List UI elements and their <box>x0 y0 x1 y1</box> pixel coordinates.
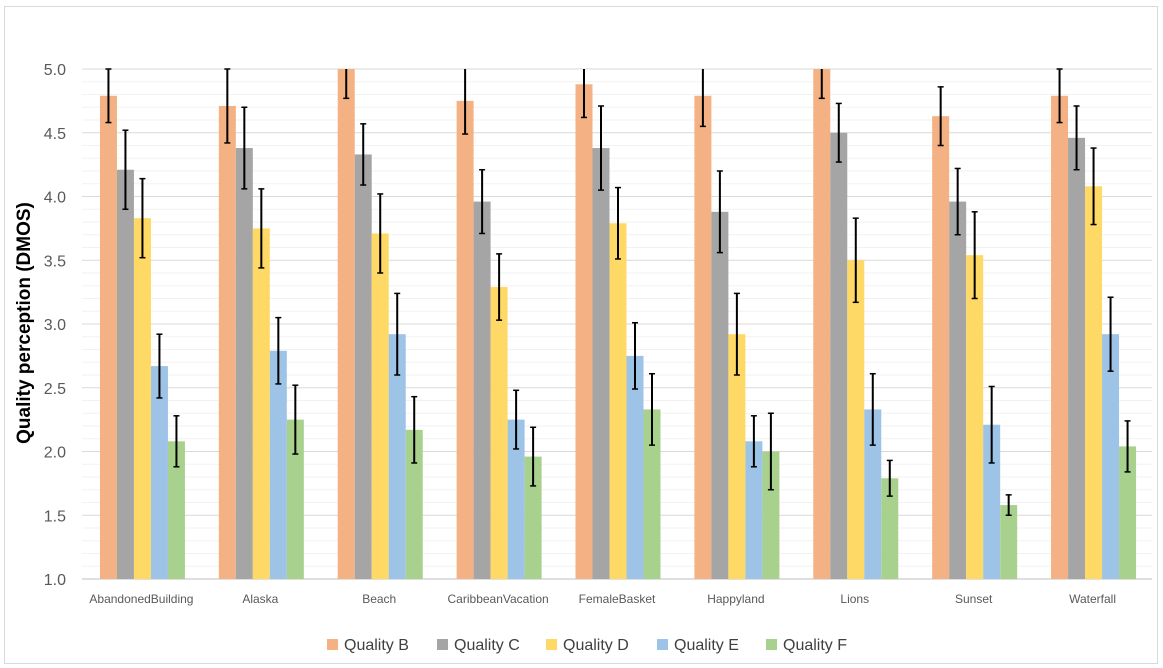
y-tick-label: 5.0 <box>44 62 66 79</box>
bar <box>932 116 950 580</box>
legend-swatch <box>766 639 777 650</box>
y-tick-label: 3.0 <box>44 317 66 334</box>
bar <box>524 456 542 579</box>
bar <box>847 260 865 579</box>
bar <box>371 233 389 579</box>
bar <box>507 419 525 579</box>
bar <box>949 201 967 579</box>
legend-label: Quality C <box>454 637 520 654</box>
x-category-label: FemaleBasket <box>579 592 656 606</box>
bar <box>575 84 593 580</box>
bar <box>490 287 508 579</box>
legend-label: Quality E <box>674 637 739 654</box>
bar <box>116 169 134 579</box>
bar <box>167 441 185 579</box>
legend-swatch <box>327 639 338 650</box>
y-tick-label: 4.0 <box>44 190 66 207</box>
bar <box>1102 334 1120 579</box>
x-axis-categories: AbandonedBuilding Alaska Beach CaribbeanVac… <box>89 592 1116 606</box>
y-axis-title: Quality perception (DMOS) <box>14 202 35 444</box>
bar <box>626 355 644 579</box>
bar <box>1119 446 1137 579</box>
y-tick-label: 2.5 <box>44 381 66 398</box>
bar <box>762 451 780 579</box>
chart-frame <box>4 6 1158 664</box>
bar <box>218 105 236 579</box>
bar <box>388 334 406 579</box>
y-tick-label: 1.0 <box>44 572 66 589</box>
x-category-label: Beach <box>362 592 396 606</box>
legend-label: Quality F <box>783 637 847 654</box>
bar <box>354 154 372 580</box>
bar <box>99 95 117 580</box>
bar <box>456 100 474 579</box>
legend-swatch <box>657 639 668 650</box>
bar <box>235 148 253 580</box>
x-category-label: Sunset <box>955 592 993 606</box>
bar <box>813 69 831 579</box>
y-tick-label: 1.5 <box>44 508 66 525</box>
bar <box>252 228 270 579</box>
y-tick-label: 4.5 <box>44 126 66 143</box>
legend-swatch <box>437 639 448 650</box>
bar <box>150 366 168 579</box>
bar <box>269 350 287 579</box>
bar <box>830 132 848 579</box>
bars <box>99 69 1137 580</box>
y-tick-label: 2.0 <box>44 445 66 462</box>
legend-label: Quality B <box>344 637 409 654</box>
y-tick-label: 3.5 <box>44 253 66 270</box>
bar <box>728 334 746 579</box>
legend-label: Quality D <box>563 637 629 654</box>
bar <box>1068 137 1086 579</box>
bar <box>745 441 763 579</box>
bar <box>694 95 712 580</box>
bar <box>966 255 984 579</box>
legend: Quality B Quality C Quality D Quality E Qual… <box>327 637 847 654</box>
x-category-label: Waterfall <box>1069 592 1116 606</box>
legend-swatch <box>546 639 557 650</box>
x-category-label: Happyland <box>707 592 764 606</box>
x-category-label: AbandonedBuilding <box>89 592 193 606</box>
bar <box>643 409 661 579</box>
bar <box>881 478 899 579</box>
bar <box>473 201 491 579</box>
bar <box>1085 186 1103 580</box>
bar <box>592 148 610 580</box>
bar <box>337 69 355 579</box>
bar <box>1051 95 1069 580</box>
x-category-label: Lions <box>840 592 869 606</box>
bar <box>983 424 1001 579</box>
bar <box>711 211 729 580</box>
bar <box>286 419 304 579</box>
x-category-label: CaribbeanVacation <box>448 592 549 606</box>
x-category-label: Alaska <box>242 592 278 606</box>
bar <box>1000 505 1018 579</box>
y-axis-ticks: 1.0 1.5 2.0 2.5 3.0 3.5 4.0 4.5 5.0 <box>44 62 66 589</box>
bar <box>133 218 151 580</box>
error-bars <box>105 68 1131 516</box>
bar <box>864 409 882 579</box>
bar <box>609 223 627 579</box>
bar <box>405 429 423 579</box>
